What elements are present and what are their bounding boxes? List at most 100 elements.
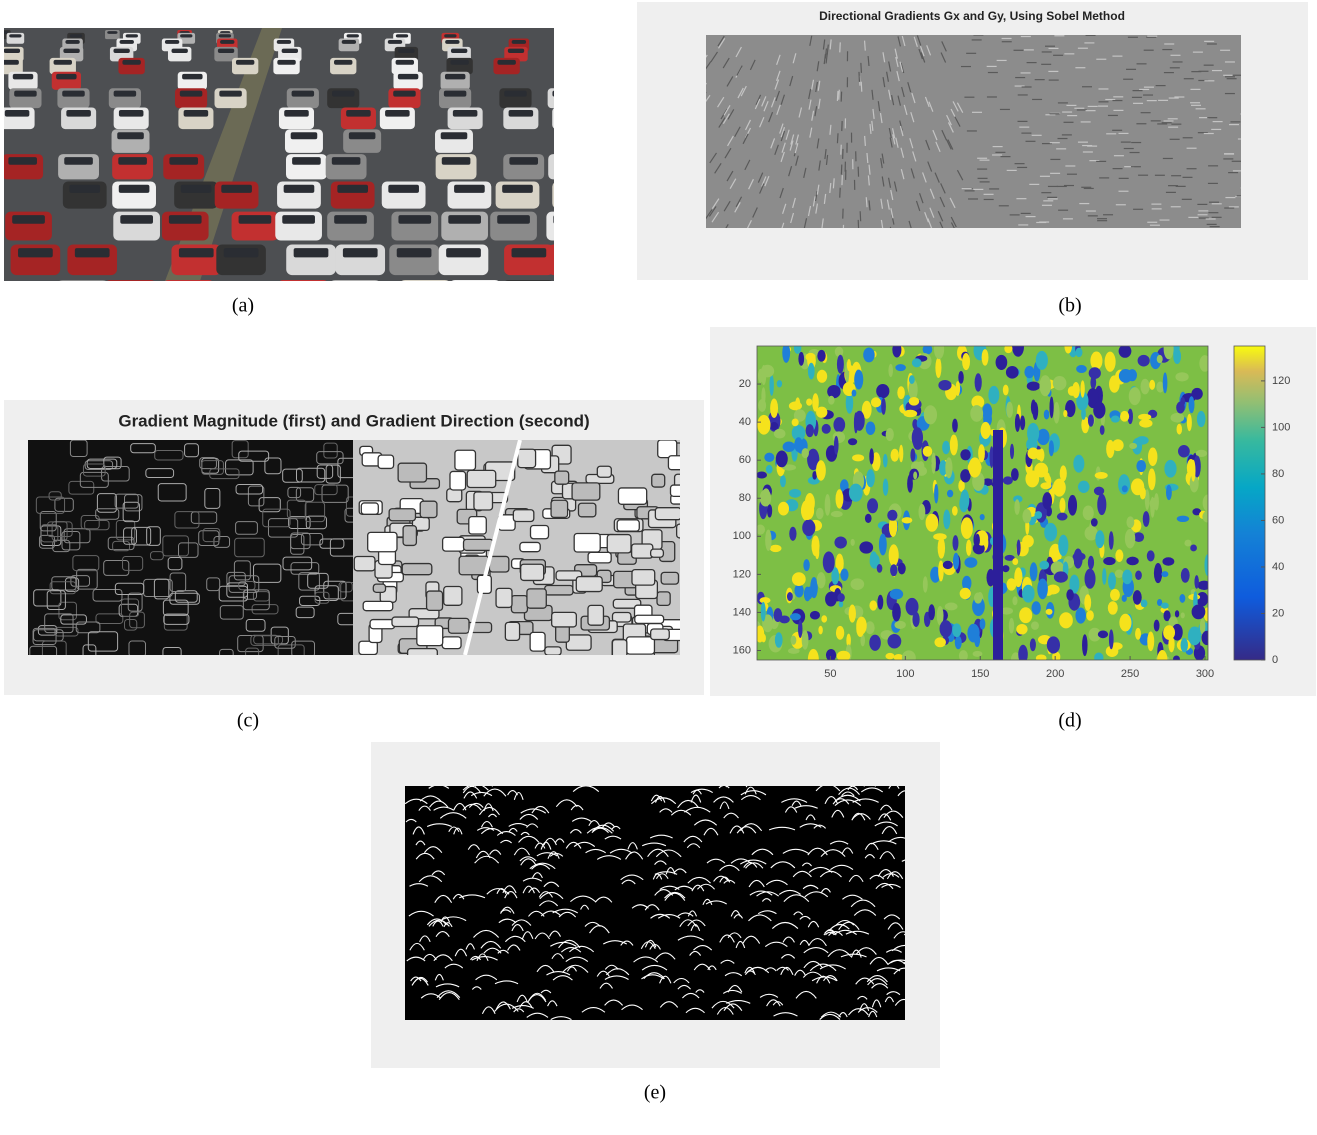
car-outline [114, 493, 139, 509]
car-outline [44, 613, 74, 634]
y-tick-label: 80 [739, 492, 751, 504]
edge-curve [413, 976, 428, 983]
heat-blob [893, 653, 904, 660]
heat-blob [1063, 409, 1068, 418]
edge-stroke [932, 129, 938, 141]
edge-stroke [776, 104, 781, 115]
heat-blob [865, 421, 876, 436]
edge-stroke [825, 154, 829, 165]
heat-blob [1163, 625, 1176, 640]
edge-curve [569, 828, 582, 834]
heat-blob [1144, 489, 1150, 510]
edge-curve [740, 790, 767, 796]
edge-curve [435, 983, 460, 988]
edge-stroke [956, 169, 964, 181]
edge-curve [644, 939, 657, 948]
edge-curve [438, 991, 460, 1001]
edge-stroke [809, 35, 813, 46]
edge-curve [803, 960, 823, 969]
car-outline [72, 555, 100, 572]
edge-curve [723, 1003, 743, 1011]
heat-blob [806, 398, 813, 406]
car-outline [656, 591, 671, 607]
heat-blob [834, 346, 844, 357]
heat-blob [978, 444, 985, 463]
heat-blob [822, 551, 835, 574]
edge-stroke [910, 168, 915, 179]
edge-curve [795, 990, 817, 999]
panel-caption: (e) [644, 1082, 666, 1104]
car-window [168, 215, 202, 224]
heat-blob [1048, 440, 1054, 457]
heat-blob [770, 398, 779, 418]
edge-curve [519, 856, 537, 862]
car-outline [362, 600, 394, 612]
car-outline [510, 594, 529, 614]
heat-blob [791, 572, 806, 586]
lane-line [463, 440, 522, 655]
edge-curve [677, 984, 691, 990]
edge-curve [420, 993, 442, 999]
heat-blob [816, 572, 826, 589]
car-outline [441, 536, 465, 552]
heat-blob [986, 568, 995, 587]
heat-blob [1024, 365, 1035, 379]
edge-stroke [934, 172, 940, 183]
edge-curve [543, 837, 557, 846]
heat-blob [965, 539, 972, 556]
edge-curve [655, 952, 676, 960]
edge-curve [513, 791, 524, 800]
edge-curve [690, 794, 702, 803]
car-outline [314, 591, 330, 604]
car-outline [40, 524, 59, 543]
heat-blob [1030, 399, 1037, 415]
edge-stroke [947, 122, 954, 133]
car-outline [153, 578, 170, 600]
heat-blob [856, 620, 865, 637]
edge-stroke [780, 94, 786, 105]
edge-curve [454, 948, 468, 957]
heat-blob [1105, 645, 1119, 657]
edge-curve [422, 953, 437, 961]
heat-blob [869, 634, 881, 651]
edge-stroke [935, 141, 941, 153]
edge-stroke [808, 99, 812, 110]
edge-curve [756, 891, 780, 897]
car-outline [123, 527, 137, 545]
car-outline [630, 543, 654, 559]
edge-stroke [868, 200, 871, 211]
heat-blob [889, 588, 904, 600]
edge-stroke [706, 54, 708, 58]
edge-stroke [952, 101, 959, 112]
edge-curve [794, 805, 818, 809]
heat-blob [962, 575, 972, 591]
edge-curve [773, 1012, 798, 1017]
edge-curve [853, 909, 877, 916]
edge-curve [476, 953, 489, 962]
edge-curve [480, 827, 504, 835]
car-outline [372, 583, 387, 593]
car-window [511, 248, 547, 258]
edge-curve [722, 989, 742, 994]
heat-blob [1176, 515, 1190, 523]
edge-curve [652, 873, 663, 880]
edge-stroke [882, 52, 886, 63]
heat-blob [1084, 594, 1092, 611]
edge-curve [500, 909, 512, 913]
heat-blob [1121, 594, 1127, 602]
edge-stroke [880, 198, 884, 209]
heat-blob [968, 457, 982, 478]
heat-blob [821, 423, 831, 434]
car-outline [127, 592, 143, 612]
edge-curve [594, 896, 613, 903]
heat-blob [946, 489, 954, 498]
edge-stroke [912, 151, 917, 162]
edge-curve [534, 932, 551, 940]
heat-blob [850, 578, 865, 590]
car-window [53, 59, 72, 65]
edge-curve [480, 940, 502, 949]
heat-blob [1006, 578, 1017, 591]
car-window [504, 90, 527, 97]
edge-stroke [768, 111, 774, 123]
heat-blob [1162, 557, 1175, 566]
